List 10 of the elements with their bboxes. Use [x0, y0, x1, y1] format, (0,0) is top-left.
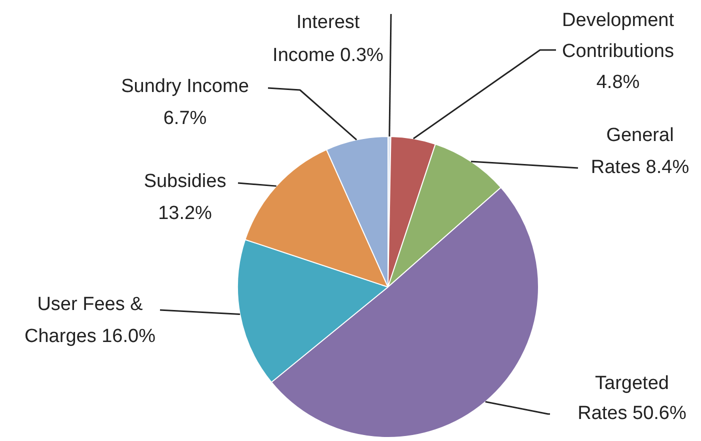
data-label: 13.2% — [158, 203, 212, 224]
slice-label: Targeted Rates 50.6% — [578, 373, 686, 424]
slice-label: User Fees & Charges 16.0% — [24, 294, 156, 347]
data-label: 6.7% — [163, 108, 207, 129]
slice-label: Subsidies — [144, 171, 226, 192]
slice-label: Development Contributions — [562, 10, 675, 62]
slice-label: Sundry Income — [121, 76, 249, 97]
data-label: 4.8% — [596, 72, 640, 93]
slice-label: Interest Income 0.3% — [272, 12, 384, 66]
slice-label: General Rates 8.4% — [590, 125, 690, 178]
